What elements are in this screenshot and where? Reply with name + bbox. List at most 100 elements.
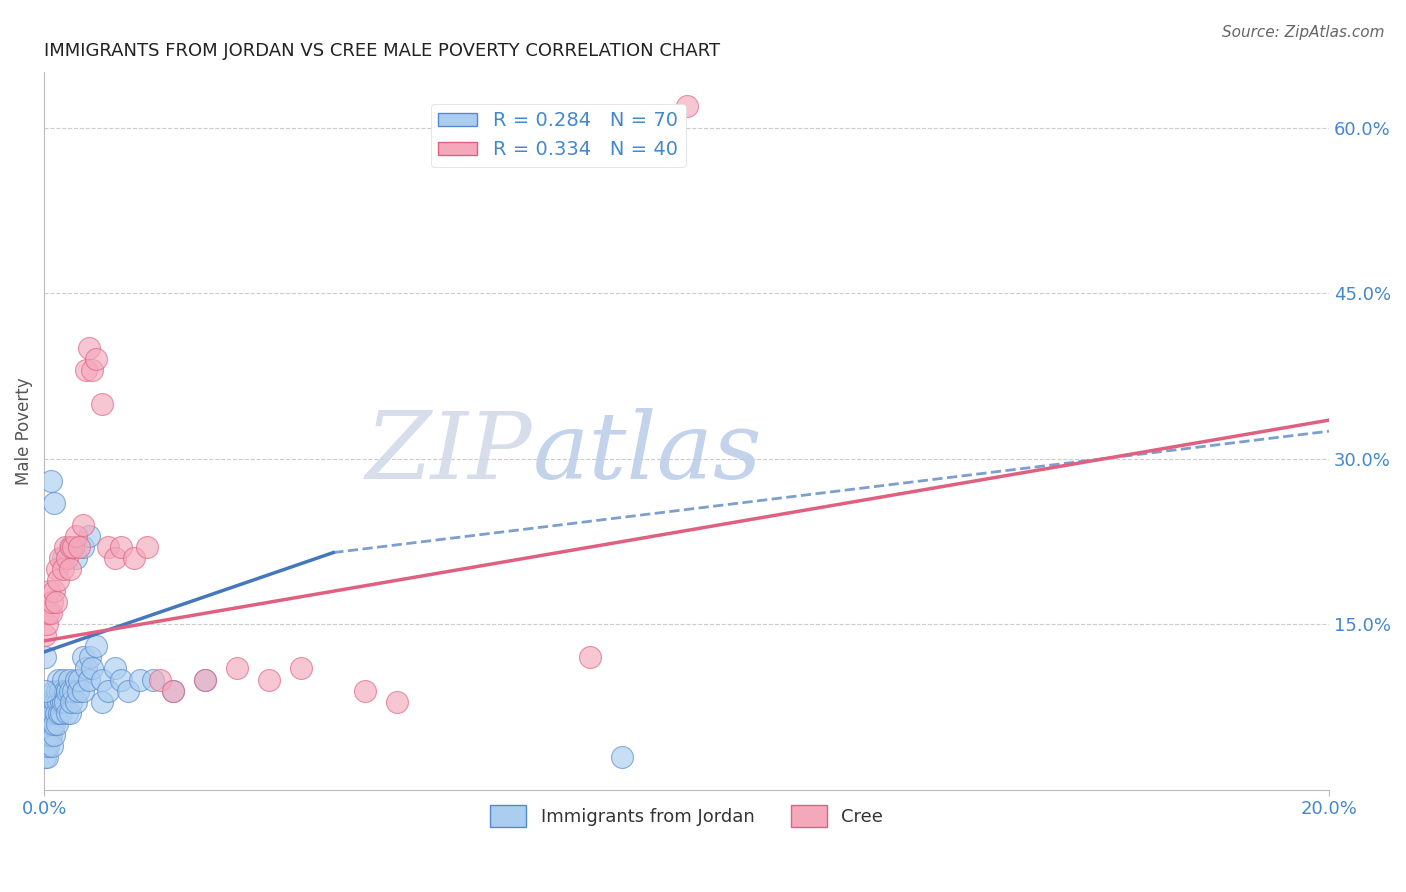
Point (55, 706, 77, 720)
Point (675, 98, 697, 112)
Point (60, 695, 83, 709)
Point (39, 695, 62, 709)
Point (84, 352, 107, 367)
Point (117, 683, 139, 698)
Point (122, 551, 145, 566)
Point (45, 595, 67, 609)
Point (35, 739, 58, 753)
Point (34, 683, 56, 698)
Point (56, 683, 79, 698)
Point (37, 716, 59, 731)
Point (97, 540, 120, 554)
Point (90, 695, 112, 709)
Point (59, 706, 82, 720)
Point (48, 706, 70, 720)
Point (35, 728, 58, 742)
Point (53, 695, 76, 709)
Point (39, 607, 62, 621)
Point (45, 706, 67, 720)
Text: Source: ZipAtlas.com: Source: ZipAtlas.com (1222, 25, 1385, 40)
Point (46, 683, 69, 698)
Point (39, 474, 62, 488)
Point (225, 661, 247, 675)
Point (90, 673, 112, 687)
Point (37, 607, 59, 621)
Point (82, 363, 104, 377)
Point (77, 342, 100, 356)
Point (34, 650, 56, 665)
Point (58, 673, 80, 687)
Point (34, 628, 56, 642)
Point (387, 695, 409, 709)
Point (194, 673, 217, 687)
Point (66, 683, 89, 698)
Point (39, 728, 62, 742)
Point (38, 706, 60, 720)
Point (69, 540, 91, 554)
Point (84, 640, 107, 654)
Point (42, 584, 65, 599)
Point (104, 551, 127, 566)
Point (37, 749, 59, 764)
Point (38, 716, 60, 731)
Point (35, 617, 58, 632)
Point (79, 650, 101, 665)
Point (65, 695, 87, 709)
Point (41, 595, 63, 609)
Point (52, 562, 75, 576)
Point (257, 673, 280, 687)
Text: IMMIGRANTS FROM JORDAN VS CREE MALE POVERTY CORRELATION CHART: IMMIGRANTS FROM JORDAN VS CREE MALE POVE… (44, 42, 720, 60)
Y-axis label: Male Poverty: Male Poverty (15, 377, 32, 485)
Point (46, 716, 69, 731)
Point (44, 716, 66, 731)
Point (52, 673, 75, 687)
Point (579, 650, 602, 665)
Point (82, 661, 104, 675)
Point (41, 716, 63, 731)
Point (77, 673, 100, 687)
Point (38, 584, 60, 599)
Point (90, 396, 112, 410)
Point (110, 673, 132, 687)
Point (149, 673, 172, 687)
Point (75, 363, 97, 377)
Point (59, 562, 82, 576)
Point (49, 683, 72, 698)
Point (38, 695, 60, 709)
Point (42, 496, 65, 510)
Point (46, 695, 69, 709)
Point (59, 683, 82, 698)
Point (129, 673, 152, 687)
Point (53, 683, 76, 698)
Point (110, 540, 132, 554)
Point (44, 695, 66, 709)
Point (53, 540, 76, 554)
Point (65, 673, 87, 687)
Point (65, 529, 87, 543)
Point (194, 673, 217, 687)
Point (162, 683, 184, 698)
Point (41, 739, 63, 753)
Point (77, 529, 100, 543)
Point (142, 673, 165, 687)
Point (62, 683, 84, 698)
Point (75, 661, 97, 675)
Point (290, 661, 312, 675)
Legend: Immigrants from Jordan, Cree: Immigrants from Jordan, Cree (482, 798, 890, 835)
Point (65, 551, 87, 566)
Text: atlas: atlas (533, 408, 762, 498)
Point (51, 706, 73, 720)
Point (354, 683, 377, 698)
Point (55, 551, 77, 566)
Point (42, 683, 65, 698)
Point (46, 673, 69, 687)
Point (37, 739, 59, 753)
Point (135, 540, 157, 554)
Point (52, 551, 75, 566)
Point (72, 683, 94, 698)
Point (72, 540, 94, 554)
Point (38, 728, 60, 742)
Point (612, 749, 634, 764)
Point (52, 695, 75, 709)
Point (62, 540, 84, 554)
